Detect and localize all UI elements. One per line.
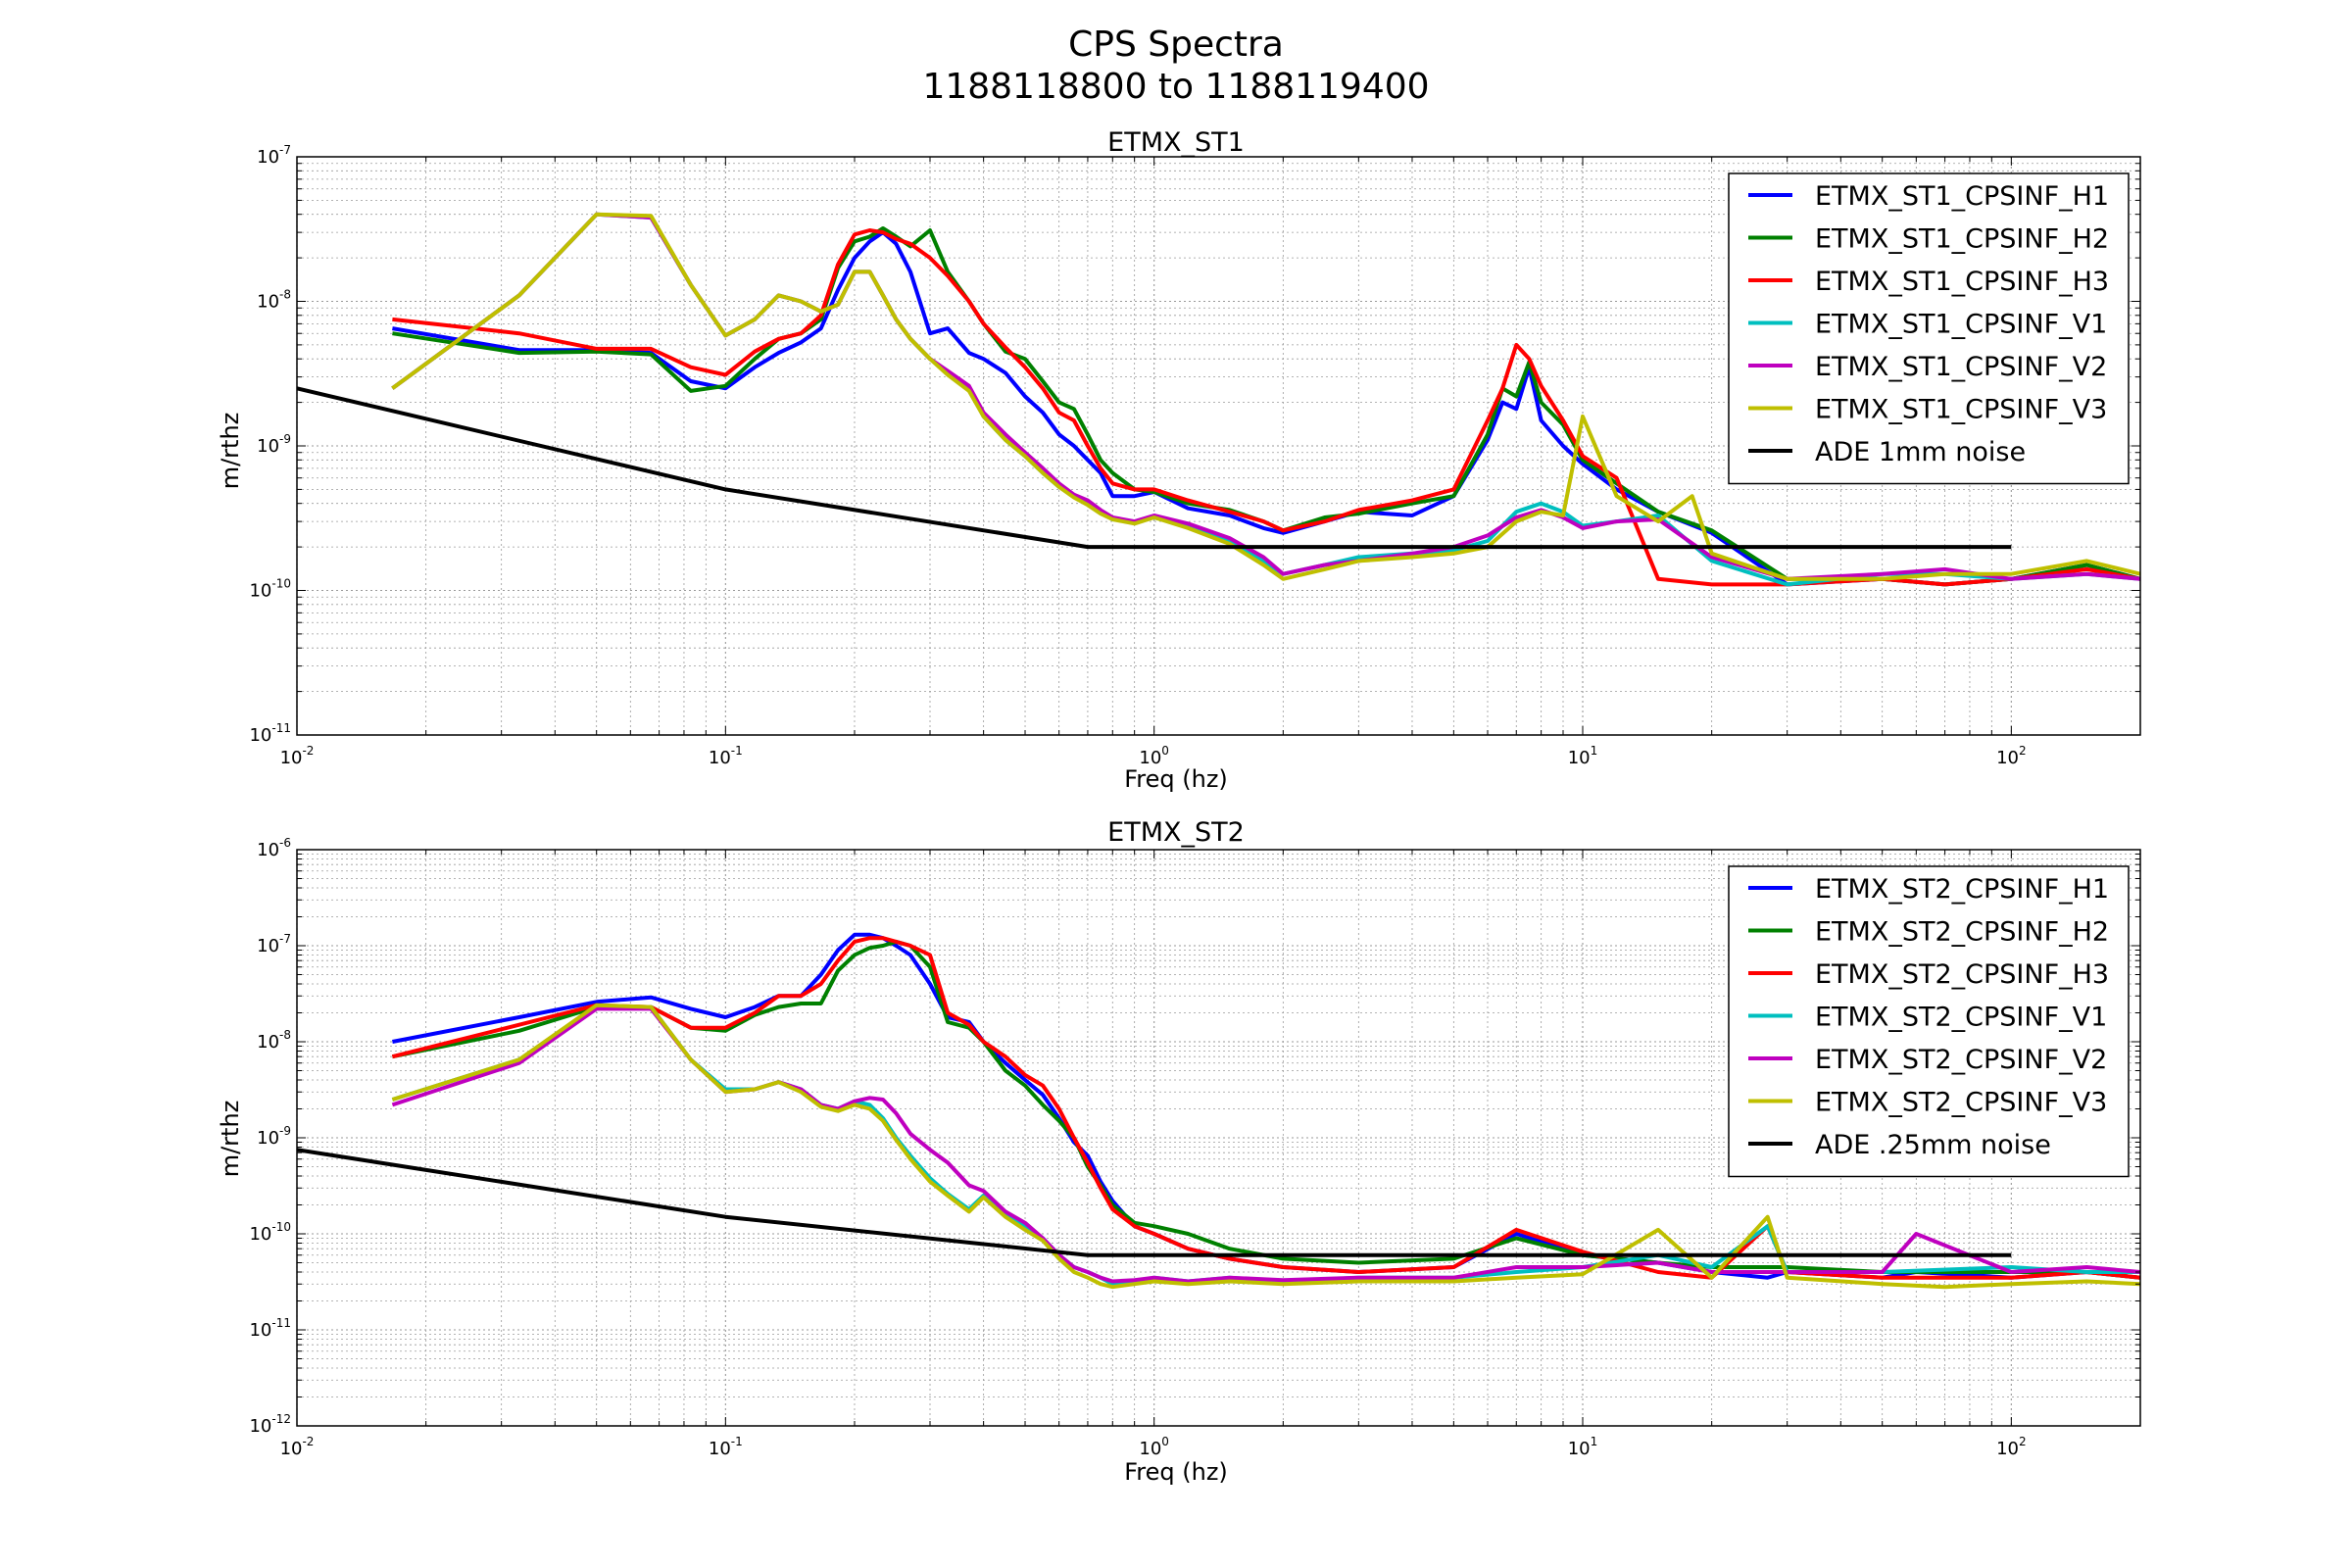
x-tick-label: 10-2 (280, 1435, 315, 1459)
y-tick-label: 10-9 (257, 432, 291, 457)
figure-title-line1: CPS Spectra (1068, 24, 1284, 65)
y-tick-label: 10-11 (249, 721, 291, 746)
x-tick-label: 102 (1996, 1435, 2027, 1459)
legend-entry: ADE 1mm noise (1815, 437, 2026, 467)
ticks (296, 156, 2141, 736)
y-tick-label: 10-7 (257, 932, 291, 956)
x-tick-label: 102 (1996, 744, 2027, 768)
legend-entry: ETMX_ST1_CPSINF_H2 (1815, 224, 2109, 255)
legend-entry: ETMX_ST1_CPSINF_V1 (1815, 310, 2107, 340)
series-line (392, 230, 2140, 587)
subplot-title: ETMX_ST1 (1107, 127, 1245, 158)
series-line (392, 226, 2140, 587)
legend-entry: ETMX_ST2_CPSINF_H3 (1815, 959, 2109, 990)
legend-entry: ETMX_ST2_CPSINF_V2 (1815, 1045, 2107, 1075)
y-tick-label: 10-10 (249, 1220, 291, 1245)
legend-entry: ETMX_ST1_CPSINF_V2 (1815, 352, 2107, 382)
series-lines (297, 212, 2140, 587)
legend-entry: ETMX_ST1_CPSINF_V3 (1815, 395, 2107, 425)
series-line (391, 212, 2140, 581)
grid (296, 849, 2141, 1427)
legend-entry: ETMX_ST2_CPSINF_V1 (1815, 1003, 2107, 1033)
series-line (297, 386, 2012, 550)
y-tick-label: 10-10 (249, 577, 291, 602)
series-lines (297, 932, 2140, 1290)
series-line (297, 1148, 2012, 1257)
y-tick-label: 10-8 (257, 288, 291, 313)
x-tick-label: 100 (1139, 1435, 1169, 1459)
ticks (296, 849, 2141, 1427)
x-axis-label: Freq (hz) (1124, 1458, 1228, 1486)
x-tick-label: 10-1 (709, 1435, 743, 1459)
legend-box (1728, 865, 2130, 1178)
subplot-etmx-st2: ETMX_ST2 Freq (hz) m/rthz 10-2 10-1 100 101… (217, 817, 2141, 1486)
y-axis-label: m/rthz (217, 413, 244, 490)
legend-entry: ETMX_ST2_CPSINF_H2 (1815, 917, 2109, 948)
subplot-etmx-st1: ETMX_ST1 Freq (hz) m/rthz 10-2 10-1 100 101… (217, 127, 2141, 793)
y-tick-label: 10-8 (257, 1028, 291, 1053)
series-line (392, 228, 2140, 587)
legend-entry: ETMX_ST2_CPSINF_H1 (1815, 874, 2109, 905)
legend-entry: ETMX_ST1_CPSINF_H3 (1815, 267, 2109, 297)
y-axis-label: m/rthz (217, 1101, 244, 1178)
series-line (392, 939, 2140, 1280)
x-tick-label: 101 (1568, 744, 1598, 768)
subplot-title: ETMX_ST2 (1107, 817, 1245, 848)
legend: ETMX_ST1_CPSINF_H1 ETMX_ST1_CPSINF_H2 ETMX… (1728, 172, 2130, 485)
x-axis-label: Freq (hz) (1124, 765, 1228, 793)
legend: ETMX_ST2_CPSINF_H1 ETMX_ST2_CPSINF_H2 ETMX… (1728, 865, 2130, 1178)
x-tick-label: 10-1 (709, 744, 743, 768)
x-tick-label: 10-2 (280, 744, 315, 768)
y-tick-label: 10-9 (257, 1124, 291, 1149)
legend-entry: ETMX_ST1_CPSINF_H1 (1815, 181, 2109, 212)
y-tick-label: 10-11 (249, 1316, 291, 1341)
y-tick-label: 10-6 (257, 836, 291, 860)
figure-title-line2: 1188118800 to 1188119400 (922, 67, 1429, 107)
legend-entry: ETMX_ST2_CPSINF_V3 (1815, 1088, 2107, 1118)
y-tick-label: 10-7 (257, 143, 291, 168)
y-tick-label: 10-12 (249, 1412, 291, 1437)
x-tick-label: 101 (1568, 1435, 1598, 1459)
legend-box (1728, 172, 2130, 485)
legend-entry: ADE .25mm noise (1815, 1130, 2051, 1160)
